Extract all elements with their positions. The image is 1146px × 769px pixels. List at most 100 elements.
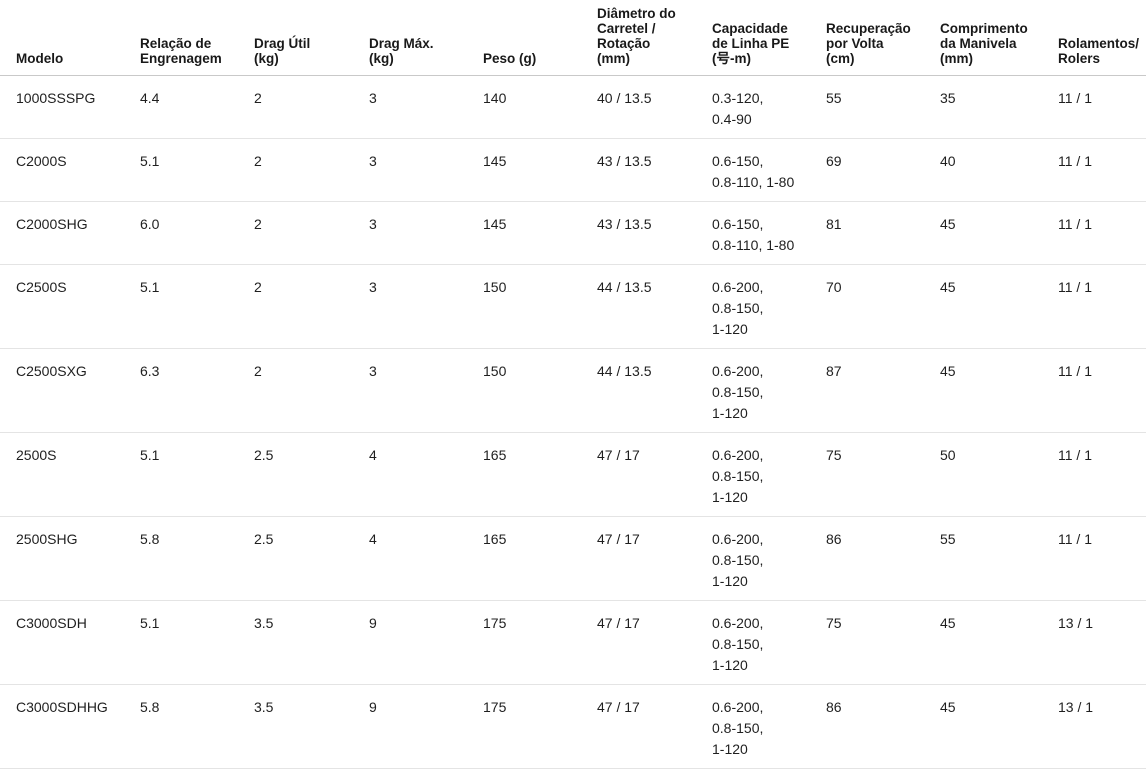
cell-drag-max: 3 bbox=[369, 201, 483, 265]
cell-peso: 150 bbox=[483, 264, 597, 349]
cell-modelo: C3000SDHHG bbox=[0, 684, 140, 769]
cell-capacidade-linha-pe: 0.6-200, 0.8-150, 1-120 bbox=[712, 684, 826, 769]
cell-relacao-engrenagem: 6.3 bbox=[140, 348, 254, 433]
cell-drag-max: 3 bbox=[369, 348, 483, 433]
table-row: C2500S 5.1 2 3 150 44 / 13.5 0.6-200, 0.8-150,… bbox=[0, 264, 1146, 349]
cell-drag-util: 3.5 bbox=[254, 600, 369, 685]
cell-modelo: 2500S bbox=[0, 432, 140, 517]
cell-rolamentos: 11 / 1 bbox=[1058, 138, 1146, 202]
cell-recuperacao-por-volta: 86 bbox=[826, 684, 940, 769]
table-body: 1000SSSPG 4.4 2 3 140 40 / 13.5 0.3-120, 0.4-9… bbox=[0, 75, 1146, 769]
cell-recuperacao-por-volta: 86 bbox=[826, 516, 940, 601]
cell-diametro-carretel-rotacao: 47 / 17 bbox=[597, 600, 712, 685]
table-row: 2500SHG 5.8 2.5 4 165 47 / 17 0.6-200, 0.8-150… bbox=[0, 516, 1146, 601]
table-row: C2000S 5.1 2 3 145 43 / 13.5 0.6-150, 0.8-110,… bbox=[0, 138, 1146, 202]
cell-comprimento-manivela: 35 bbox=[940, 75, 1058, 139]
cell-drag-max: 3 bbox=[369, 138, 483, 202]
cell-drag-util: 2 bbox=[254, 264, 369, 349]
cell-capacidade-linha-pe: 0.6-200, 0.8-150, 1-120 bbox=[712, 600, 826, 685]
column-header-rolamentos: Rolamentos/ Rolers bbox=[1058, 0, 1146, 76]
cell-diametro-carretel-rotacao: 44 / 13.5 bbox=[597, 348, 712, 433]
table-header: Modelo Relação de Engrenagem Drag Útil (kg… bbox=[0, 0, 1146, 76]
cell-rolamentos: 11 / 1 bbox=[1058, 516, 1146, 601]
cell-comprimento-manivela: 45 bbox=[940, 684, 1058, 769]
cell-modelo: C2000S bbox=[0, 138, 140, 202]
cell-diametro-carretel-rotacao: 43 / 13.5 bbox=[597, 138, 712, 202]
column-header-peso: Peso (g) bbox=[483, 0, 597, 76]
cell-peso: 150 bbox=[483, 348, 597, 433]
column-header-relacao-engrenagem: Relação de Engrenagem bbox=[140, 0, 254, 76]
table-row: C3000SDHHG 5.8 3.5 9 175 47 / 17 0.6-200, 0.8-… bbox=[0, 684, 1146, 769]
cell-drag-util: 2 bbox=[254, 75, 369, 139]
cell-modelo: 1000SSSPG bbox=[0, 75, 140, 139]
cell-modelo: C2000SHG bbox=[0, 201, 140, 265]
cell-relacao-engrenagem: 5.8 bbox=[140, 684, 254, 769]
cell-diametro-carretel-rotacao: 40 / 13.5 bbox=[597, 75, 712, 139]
cell-drag-max: 4 bbox=[369, 516, 483, 601]
cell-diametro-carretel-rotacao: 47 / 17 bbox=[597, 684, 712, 769]
cell-peso: 145 bbox=[483, 138, 597, 202]
cell-rolamentos: 13 / 1 bbox=[1058, 600, 1146, 685]
cell-comprimento-manivela: 45 bbox=[940, 201, 1058, 265]
table-row: C3000SDH 5.1 3.5 9 175 47 / 17 0.6-200, 0.8-15… bbox=[0, 600, 1146, 685]
cell-drag-max: 3 bbox=[369, 264, 483, 349]
cell-recuperacao-por-volta: 55 bbox=[826, 75, 940, 139]
column-header-modelo: Modelo bbox=[0, 0, 140, 76]
cell-recuperacao-por-volta: 70 bbox=[826, 264, 940, 349]
cell-capacidade-linha-pe: 0.6-150, 0.8-110, 1-80 bbox=[712, 201, 826, 265]
cell-drag-max: 4 bbox=[369, 432, 483, 517]
cell-rolamentos: 11 / 1 bbox=[1058, 201, 1146, 265]
cell-comprimento-manivela: 40 bbox=[940, 138, 1058, 202]
column-header-capacidade-linha-pe: Capacidade de Linha PE (号-m) bbox=[712, 0, 826, 76]
cell-rolamentos: 11 / 1 bbox=[1058, 264, 1146, 349]
cell-comprimento-manivela: 50 bbox=[940, 432, 1058, 517]
cell-drag-max: 3 bbox=[369, 75, 483, 139]
cell-diametro-carretel-rotacao: 43 / 13.5 bbox=[597, 201, 712, 265]
header-row: Modelo Relação de Engrenagem Drag Útil (kg… bbox=[0, 0, 1146, 76]
cell-comprimento-manivela: 55 bbox=[940, 516, 1058, 601]
column-header-recuperacao-por-volta: Recuperação por Volta (cm) bbox=[826, 0, 940, 76]
cell-peso: 175 bbox=[483, 684, 597, 769]
cell-rolamentos: 11 / 1 bbox=[1058, 432, 1146, 517]
cell-recuperacao-por-volta: 87 bbox=[826, 348, 940, 433]
table-row: 2500S 5.1 2.5 4 165 47 / 17 0.6-200, 0.8-150, … bbox=[0, 432, 1146, 517]
cell-capacidade-linha-pe: 0.6-200, 0.8-150, 1-120 bbox=[712, 432, 826, 517]
cell-rolamentos: 13 / 1 bbox=[1058, 684, 1146, 769]
cell-relacao-engrenagem: 5.8 bbox=[140, 516, 254, 601]
cell-relacao-engrenagem: 4.4 bbox=[140, 75, 254, 139]
cell-comprimento-manivela: 45 bbox=[940, 600, 1058, 685]
cell-capacidade-linha-pe: 0.3-120, 0.4-90 bbox=[712, 75, 826, 139]
cell-capacidade-linha-pe: 0.6-200, 0.8-150, 1-120 bbox=[712, 264, 826, 349]
cell-diametro-carretel-rotacao: 44 / 13.5 bbox=[597, 264, 712, 349]
table-row: C2500SXG 6.3 2 3 150 44 / 13.5 0.6-200, 0.8-15… bbox=[0, 348, 1146, 433]
cell-drag-util: 3.5 bbox=[254, 684, 369, 769]
table-row: C2000SHG 6.0 2 3 145 43 / 13.5 0.6-150, 0.8-11… bbox=[0, 201, 1146, 265]
cell-relacao-engrenagem: 5.1 bbox=[140, 264, 254, 349]
cell-relacao-engrenagem: 5.1 bbox=[140, 432, 254, 517]
cell-relacao-engrenagem: 5.1 bbox=[140, 138, 254, 202]
cell-recuperacao-por-volta: 75 bbox=[826, 432, 940, 517]
cell-drag-util: 2 bbox=[254, 348, 369, 433]
cell-recuperacao-por-volta: 81 bbox=[826, 201, 940, 265]
cell-modelo: C2500S bbox=[0, 264, 140, 349]
cell-relacao-engrenagem: 6.0 bbox=[140, 201, 254, 265]
cell-peso: 165 bbox=[483, 516, 597, 601]
column-header-drag-max: Drag Máx. (kg) bbox=[369, 0, 483, 76]
cell-modelo: C3000SDH bbox=[0, 600, 140, 685]
cell-drag-util: 2 bbox=[254, 138, 369, 202]
cell-recuperacao-por-volta: 75 bbox=[826, 600, 940, 685]
column-header-diametro-carretel-rotacao: Diâmetro do Carretel / Rotação (mm) bbox=[597, 0, 712, 76]
cell-drag-max: 9 bbox=[369, 684, 483, 769]
cell-rolamentos: 11 / 1 bbox=[1058, 75, 1146, 139]
cell-peso: 145 bbox=[483, 201, 597, 265]
column-header-comprimento-manivela: Comprimento da Manivela (mm) bbox=[940, 0, 1058, 76]
cell-modelo: 2500SHG bbox=[0, 516, 140, 601]
cell-drag-util: 2.5 bbox=[254, 516, 369, 601]
cell-drag-max: 9 bbox=[369, 600, 483, 685]
cell-recuperacao-por-volta: 69 bbox=[826, 138, 940, 202]
cell-comprimento-manivela: 45 bbox=[940, 264, 1058, 349]
cell-drag-util: 2.5 bbox=[254, 432, 369, 517]
column-header-drag-util: Drag Útil (kg) bbox=[254, 0, 369, 76]
cell-peso: 165 bbox=[483, 432, 597, 517]
